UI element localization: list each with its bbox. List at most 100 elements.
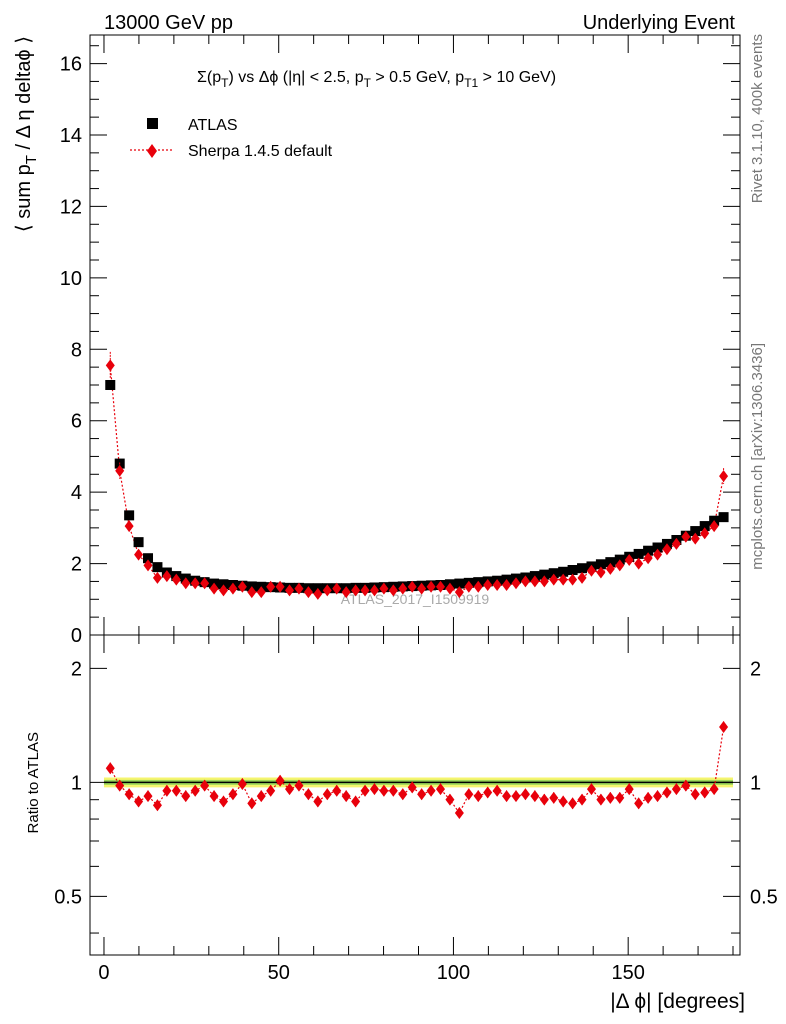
ratio-point — [586, 783, 596, 796]
sherpa-point — [332, 582, 342, 595]
ratio-point — [247, 797, 257, 810]
sherpa-point — [341, 586, 351, 599]
sherpa-point — [105, 359, 115, 372]
sherpa-point — [143, 559, 153, 572]
ratio-point — [700, 786, 710, 799]
ratio-point — [218, 795, 228, 808]
ratio-point — [492, 784, 502, 797]
ratio-point — [615, 791, 625, 804]
ratio-point — [605, 791, 615, 804]
sherpa-point — [436, 580, 446, 593]
x-tick-label: 150 — [611, 962, 644, 984]
x-tick-label: 0 — [98, 962, 109, 984]
ratio-point — [539, 793, 549, 806]
ratio-point — [134, 795, 144, 808]
main-y-tick-label: 10 — [60, 268, 82, 290]
sherpa-point — [671, 537, 681, 550]
sherpa-point — [218, 584, 228, 597]
sherpa-point — [709, 520, 719, 533]
header-right: Underlying Event — [583, 12, 736, 34]
ratio-point — [115, 779, 125, 792]
sherpa-point — [454, 586, 464, 599]
ratio-point — [285, 783, 295, 796]
ratio-point — [511, 790, 521, 803]
legend-sherpa-marker — [147, 144, 157, 158]
atlas-point — [718, 512, 729, 523]
sherpa-point — [294, 582, 304, 595]
main-y-tick-label: 0 — [71, 625, 82, 647]
ratio-point — [568, 797, 578, 810]
atlas-point — [595, 559, 606, 570]
ratio-point — [190, 784, 200, 797]
sherpa-point — [134, 548, 144, 561]
sherpa-point — [624, 554, 634, 566]
ratio-point — [313, 795, 323, 808]
sherpa-point — [568, 573, 578, 586]
ratio-point — [379, 784, 389, 797]
ratio-point — [275, 774, 285, 787]
sherpa-point — [681, 530, 691, 543]
x-tick-label: 100 — [437, 962, 470, 984]
ratio-point — [143, 790, 153, 803]
sherpa-point — [388, 584, 398, 597]
ratio-point — [152, 799, 162, 812]
ratio-series-layer — [105, 721, 729, 820]
sherpa-point — [653, 548, 663, 561]
atlas-point — [605, 557, 616, 568]
atlas-point — [577, 563, 588, 574]
legend-atlas-label: ATLAS — [188, 117, 238, 134]
sherpa-point — [181, 577, 191, 590]
sherpa-point — [322, 584, 332, 597]
sherpa-point — [228, 582, 238, 595]
main-y-tick-label: 14 — [60, 125, 82, 147]
ratio-y-tick-label-right: 0.5 — [750, 886, 778, 908]
sherpa-point — [417, 582, 427, 595]
atlas-point — [152, 562, 163, 573]
main-series-layer — [105, 351, 729, 600]
sherpa-point — [492, 579, 502, 591]
sherpa-point — [473, 580, 483, 593]
sherpa-point — [171, 573, 181, 586]
ratio-y-tick-label: 2 — [71, 658, 82, 680]
sherpa-point — [634, 557, 644, 570]
ratio-point — [369, 783, 379, 796]
ratio-point — [624, 783, 634, 796]
sherpa-point — [530, 575, 540, 588]
sherpa-point — [285, 584, 295, 597]
sherpa-point — [511, 577, 521, 590]
atlas-point — [558, 566, 569, 577]
ratio-point — [181, 790, 191, 803]
ratio-point — [237, 778, 247, 791]
main-panel: ATLAS_2017_I1509919 0 2 4 6 8 10 12 14 16 Σ(pT) … — [13, 34, 741, 647]
legend-sherpa-label: Sherpa 1.4.5 default — [188, 143, 333, 160]
ratio-point — [709, 783, 719, 796]
sherpa-point — [700, 527, 710, 540]
sherpa-point — [643, 552, 653, 565]
ratio-point — [332, 784, 342, 797]
main-y-tick-label: 16 — [60, 54, 82, 76]
ratio-y-tick-label: 1 — [71, 772, 82, 794]
ratio-point — [417, 788, 427, 801]
sherpa-point — [577, 571, 587, 584]
ratio-point — [228, 788, 238, 801]
main-x-ticks — [103, 35, 734, 635]
sherpa-point — [615, 559, 625, 572]
main-y-tick-label: 6 — [71, 411, 82, 433]
ratio-y-tick-label: 0.5 — [54, 886, 82, 908]
sherpa-point — [369, 584, 379, 597]
ratio-point — [634, 797, 644, 810]
atlas-point — [633, 548, 644, 559]
ratio-line — [109, 726, 725, 815]
sherpa-point — [152, 571, 162, 584]
sherpa-point — [445, 582, 455, 595]
atlas-point — [143, 553, 154, 564]
sherpa-point — [313, 587, 323, 600]
ratio-point — [719, 721, 729, 734]
sherpa-point — [407, 580, 417, 593]
ratio-point — [690, 788, 700, 801]
x-tick-label: 50 — [268, 962, 290, 984]
main-y-tick-label: 8 — [71, 339, 82, 361]
ratio-point — [426, 784, 436, 797]
sherpa-point — [200, 577, 210, 590]
sherpa-point — [256, 586, 266, 599]
